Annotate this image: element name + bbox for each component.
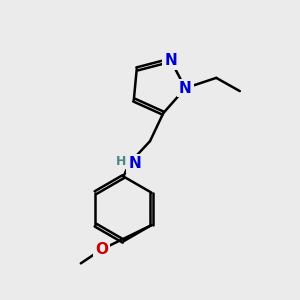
Text: N: N bbox=[164, 53, 177, 68]
Text: N: N bbox=[128, 156, 141, 171]
Text: O: O bbox=[95, 242, 108, 257]
Text: H: H bbox=[116, 155, 126, 168]
Text: N: N bbox=[179, 81, 192, 96]
